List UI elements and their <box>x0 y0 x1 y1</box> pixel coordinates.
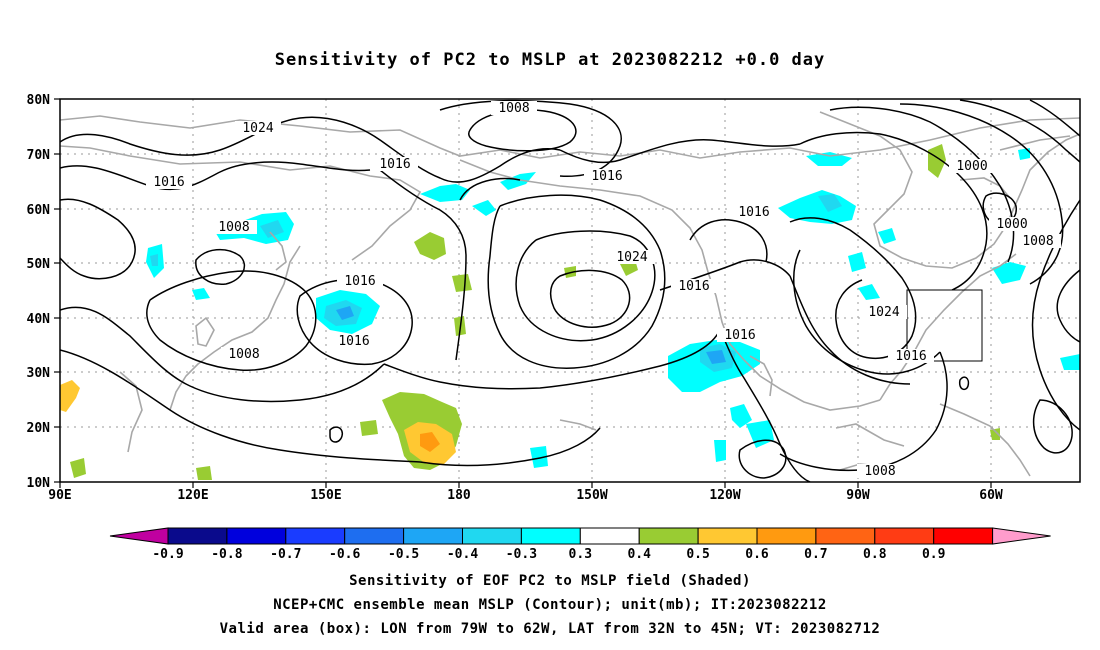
colorbar-label: -0.5 <box>388 547 419 562</box>
contour-label: 1000 <box>956 159 987 174</box>
colorbar-label: 0.7 <box>804 547 827 562</box>
contour-label: 1008 <box>228 347 259 362</box>
contour-label: 1008 <box>1022 234 1053 249</box>
contour-label: 1008 <box>864 464 895 479</box>
gridlines <box>60 99 1080 482</box>
footer-line-2: NCEP+CMC ensemble mean MSLP (Contour); u… <box>273 597 827 613</box>
colorbar-swatch <box>285 527 346 545</box>
valid-area-box <box>906 289 983 362</box>
contour-label: 1024 <box>616 250 647 265</box>
axis-ticks <box>54 98 992 488</box>
colorbar-label: -0.8 <box>211 547 242 562</box>
lat-label: 10N <box>27 476 51 491</box>
colorbar-label: 0.8 <box>863 547 887 562</box>
footer-line-1: Sensitivity of EOF PC2 to MSLP field (Sh… <box>349 573 751 589</box>
colorbar-label: 0.4 <box>627 547 651 562</box>
colorbar-label: -0.6 <box>329 547 360 562</box>
page-title: Sensitivity of PC2 to MSLP at 2023082212… <box>274 50 826 70</box>
colorbar-swatch <box>815 527 876 545</box>
colorbar-swatch <box>933 527 994 545</box>
contour-label: 1016 <box>153 175 184 190</box>
map-frame <box>59 98 1081 483</box>
colorbar-label: 0.6 <box>745 547 769 562</box>
contour-label: 1024 <box>242 121 273 136</box>
colorbar-swatch <box>520 527 581 545</box>
lon-label: 180 <box>447 488 471 503</box>
lon-label: 90W <box>846 488 870 503</box>
colorbar: -0.9 -0.8 -0.7 -0.6 -0.5 -0.4 -0.3 0.3 0.4 0.5 0.6… <box>109 527 1051 562</box>
colorbar-swatch <box>167 527 228 545</box>
lat-labels: 80N 70N 60N 50N 40N 30N 20N 10N <box>27 93 51 491</box>
contour-label: 1016 <box>379 157 410 172</box>
lon-label: 150E <box>310 488 341 503</box>
footer-line-3: Valid area (box): LON from 79W to 62W, L… <box>219 621 881 637</box>
lat-label: 60N <box>27 203 51 218</box>
colorbar-low-end <box>109 527 169 545</box>
lat-label: 30N <box>27 366 51 381</box>
colorbar-label: 0.9 <box>922 547 945 562</box>
lon-label: 120W <box>709 488 740 503</box>
contour-label: 1016 <box>338 334 369 349</box>
lon-label: 120E <box>177 488 208 503</box>
contour-labels: 1008 1024 1016 1016 1008 1016 1016 1008 … <box>146 101 1061 479</box>
colorbar-label: 0.5 <box>686 547 709 562</box>
contour-label: 1016 <box>591 169 622 184</box>
contour-label: 1008 <box>218 220 249 235</box>
contour-label: 1016 <box>738 205 769 220</box>
colorbar-swatch <box>344 527 405 545</box>
colorbar-label: -0.7 <box>270 547 301 562</box>
contour-label: 1008 <box>498 101 529 116</box>
colorbar-swatch <box>403 527 464 545</box>
sensitivity-shading <box>60 144 1080 480</box>
contour-label: 1016 <box>724 328 755 343</box>
colorbar-label: -0.3 <box>506 547 537 562</box>
lat-label: 40N <box>27 312 51 327</box>
colorbar-swatch <box>756 527 817 545</box>
lon-labels: 90E 120E 150E 180 150W 120W 90W 60W <box>48 488 1003 503</box>
lon-label: 90E <box>48 488 71 503</box>
colorbar-high-end <box>992 527 1051 545</box>
colorbar-label: -0.9 <box>152 547 183 562</box>
contour-label: 1016 <box>678 279 709 294</box>
contour-label: 1024 <box>868 305 899 320</box>
colorbar-swatch <box>462 527 522 545</box>
colorbar-label: -0.4 <box>447 547 478 562</box>
lat-label: 20N <box>27 421 51 436</box>
colorbar-swatch <box>697 527 758 545</box>
colorbar-swatch <box>638 527 699 545</box>
contour-label: 1016 <box>895 349 926 364</box>
contour-label: 1016 <box>344 274 375 289</box>
colorbar-swatch <box>226 527 287 545</box>
lat-label: 50N <box>27 257 51 272</box>
lat-label: 70N <box>27 148 51 163</box>
lon-label: 60W <box>979 488 1003 503</box>
colorbar-label: 0.3 <box>569 547 592 562</box>
colorbar-swatch <box>874 527 935 545</box>
contour-label: 1000 <box>996 217 1027 232</box>
lon-label: 150W <box>576 488 607 503</box>
colorbar-swatch <box>579 527 640 545</box>
lat-label: 80N <box>27 93 51 108</box>
